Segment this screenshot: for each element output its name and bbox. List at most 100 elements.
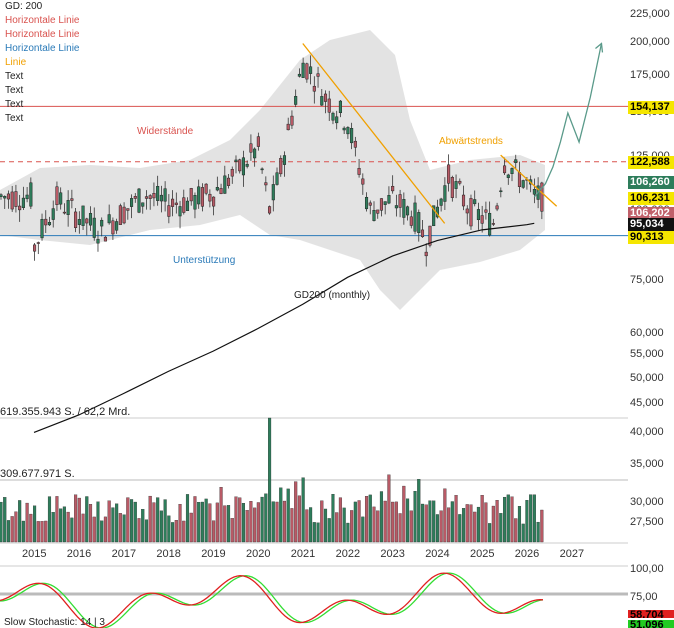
candle-body	[279, 158, 283, 175]
candle-body	[353, 140, 357, 148]
candle-body	[51, 208, 55, 220]
volume-bar	[525, 500, 529, 543]
time-tick-label: 2019	[201, 548, 226, 560]
price-badge: 90,313	[628, 231, 674, 244]
volume-bar	[238, 497, 242, 543]
candle-body	[0, 194, 3, 197]
volume-bar	[484, 502, 488, 543]
candle-body	[44, 218, 48, 226]
candle-body	[357, 167, 361, 175]
volume-bar	[409, 510, 413, 543]
volume-bar	[118, 513, 122, 543]
candle-body	[301, 62, 305, 78]
ma-label: GD200 (monthly)	[294, 290, 371, 301]
candle-body	[473, 199, 477, 205]
stochastic-label: Slow Stochastic: 14 | 3	[4, 617, 105, 628]
candle-body	[260, 168, 264, 171]
candle-body	[66, 200, 70, 215]
volume-bar	[439, 510, 443, 543]
candle-body	[174, 202, 178, 205]
volume-bar	[331, 493, 335, 543]
volume-bar	[241, 503, 246, 543]
volume-bar	[85, 496, 89, 543]
volume-bar	[96, 501, 100, 543]
volume-tick-label: 40,000	[630, 426, 664, 438]
horizontal-lines	[0, 105, 628, 237]
candle-body	[312, 85, 316, 92]
volume-bar	[10, 516, 14, 543]
candle-body	[491, 223, 495, 225]
time-tick-label: 2020	[246, 548, 271, 560]
volume-bar	[88, 504, 93, 543]
legend-item: Text	[5, 99, 24, 110]
volume-bar	[47, 496, 52, 543]
volume-bar	[174, 520, 178, 543]
volume-bar	[59, 508, 63, 543]
price-tick-label: 75,000	[630, 273, 664, 286]
candle-body	[189, 188, 193, 202]
price-tick-label: 60,000	[630, 327, 664, 340]
candle-body	[268, 206, 272, 214]
price-badge: 154,137	[628, 101, 674, 114]
volume-bar	[286, 488, 290, 543]
candle-body	[70, 198, 74, 201]
volume-bar	[264, 493, 268, 543]
candle-body	[443, 185, 447, 202]
candle-body	[323, 93, 328, 102]
candle-body	[297, 73, 301, 77]
volume-bar	[368, 494, 372, 543]
volume-bar	[234, 496, 238, 543]
volume-bar	[532, 494, 536, 543]
volume-bar	[271, 501, 275, 543]
volume-bar	[536, 521, 540, 543]
volume-bar	[517, 506, 522, 543]
volume-bar	[510, 496, 514, 543]
candle-body	[383, 201, 387, 205]
price-badge: 106,231	[628, 192, 674, 205]
price-tick-label: 225,000	[630, 8, 670, 20]
legend-item: Horizontale Linie	[5, 43, 80, 54]
volume-bar	[44, 520, 48, 543]
candle-body	[130, 198, 134, 207]
candle-body	[137, 188, 141, 213]
candle-body	[118, 205, 122, 225]
candle-body	[439, 198, 443, 206]
candle-body	[148, 195, 152, 199]
candle-body	[133, 196, 137, 199]
candle-body	[249, 143, 253, 153]
volume-bar	[167, 515, 171, 543]
candle-body	[540, 182, 544, 212]
stochastic-tick-label: 100,00	[630, 563, 664, 575]
candle-body	[495, 205, 499, 210]
volume-bar	[230, 518, 234, 543]
volume-bar	[219, 487, 223, 543]
volume-bar	[66, 511, 70, 543]
candle-body	[409, 216, 413, 226]
candle-body	[364, 196, 369, 210]
candle-body	[40, 219, 44, 239]
candle-body	[126, 208, 130, 211]
volume-bar	[212, 520, 216, 543]
volume-bar	[148, 495, 152, 543]
volume-bar	[178, 504, 182, 543]
price-tick-label: 200,000	[630, 36, 670, 49]
volume-bar	[346, 522, 350, 543]
candle-body	[316, 73, 320, 77]
candle-body	[338, 100, 342, 114]
candle-body	[286, 123, 290, 131]
price-badge: 95,034	[628, 218, 674, 231]
candle-body	[107, 214, 111, 224]
projection-line	[533, 43, 603, 198]
price-badge: 122,588	[628, 156, 674, 169]
volume-bar	[447, 507, 451, 543]
volume-bar	[305, 509, 309, 543]
candle-body	[461, 194, 466, 207]
volume-bar	[204, 498, 208, 543]
volume-bar	[394, 501, 398, 543]
candle-body	[376, 209, 380, 214]
candle-body	[503, 165, 507, 174]
candle-body	[204, 183, 208, 194]
volume-bars	[0, 417, 544, 543]
